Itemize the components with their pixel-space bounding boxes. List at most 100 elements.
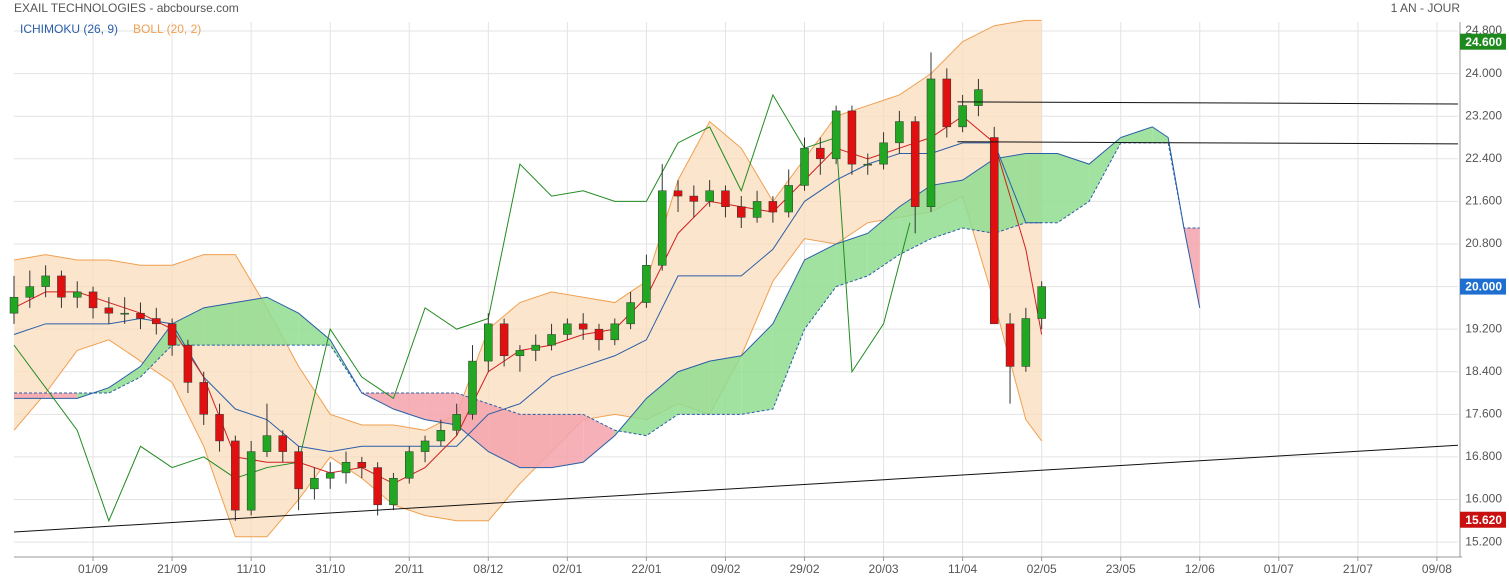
candle-body: [800, 147, 809, 186]
candle-body: [926, 78, 936, 207]
candle-body: [626, 302, 635, 325]
candle-body: [499, 323, 509, 357]
y-tick-label: 22.400: [1465, 151, 1502, 165]
candle-body: [642, 265, 651, 303]
chart-subtitle: 1 AN - JOUR: [1391, 1, 1461, 15]
candle-body: [863, 163, 873, 166]
cloud-segment: [1057, 153, 1090, 223]
candle-body: [705, 190, 714, 202]
candle-body: [357, 461, 367, 468]
candle-body: [784, 185, 793, 213]
candle-body: [816, 147, 825, 160]
candle-body: [958, 105, 967, 128]
price-label: 15.620: [1465, 513, 1502, 527]
price-label-box: [1460, 511, 1506, 528]
cloud-segment: [678, 361, 710, 415]
candle-body: [436, 430, 446, 442]
cloud-segment: [203, 302, 236, 346]
x-tick-label: 21/07: [1343, 562, 1373, 576]
cloud-segment: [1120, 126, 1153, 143]
candle-body: [942, 78, 952, 128]
candle-body: [136, 312, 145, 319]
x-tick-label: 11/10: [237, 562, 266, 576]
y-tick-label: 15.200: [1465, 534, 1502, 548]
candle-body: [484, 323, 493, 362]
trendline: [957, 101, 1459, 105]
cloud-segment: [108, 366, 141, 394]
y-tick-label: 18.400: [1465, 364, 1502, 378]
candle-body: [25, 286, 35, 298]
trendline: [957, 141, 1459, 145]
axes: 15.200 16.000 16.800 17.600 18.400 19.200 20.0…: [14, 22, 1506, 576]
y-tick-label: 16.000: [1465, 492, 1502, 506]
candle-body: [831, 110, 841, 160]
candle-body: [452, 414, 461, 431]
cloud-segment: [1025, 153, 1058, 223]
x-tick-label: 01/09: [78, 562, 108, 576]
y-tick-label: 20.800: [1465, 236, 1502, 250]
candle-body: [594, 328, 604, 341]
candle-body: [167, 323, 177, 346]
cloud-segment: [456, 393, 489, 452]
cloud-segment: [836, 233, 868, 287]
cloud-segment: [172, 307, 204, 346]
candle-body: [531, 344, 540, 351]
candle-body: [57, 275, 66, 298]
cloud-segment: [583, 414, 615, 463]
cloud-segment: [1152, 126, 1169, 143]
cloud-segment: [14, 393, 46, 399]
x-tick-label: 20/11: [395, 562, 424, 576]
cloud-segment: [994, 153, 1026, 234]
cloud-segment: [235, 297, 267, 346]
price-label-box: [1460, 33, 1506, 50]
candle-body: [389, 477, 398, 506]
candle-body: [373, 467, 382, 506]
x-tick-label: 09/08: [1422, 562, 1452, 576]
candle-body: [752, 201, 762, 218]
chikou: [13, 93, 911, 523]
candle-body: [468, 360, 477, 415]
x-tick-label: 01/07: [1264, 562, 1294, 576]
candle-body: [974, 89, 983, 106]
candle-body: [152, 318, 161, 325]
x-tick-label: 12/06: [1185, 562, 1215, 576]
cloud-segment: [930, 180, 963, 239]
chart-title: EXAIL TECHNOLOGIES - abcbourse.com: [14, 1, 239, 15]
candle-body: [563, 323, 572, 335]
x-tick-label: 09/02: [710, 562, 740, 576]
x-tick-label: 29/02: [789, 562, 819, 576]
candle-body: [420, 440, 430, 452]
candle-body: [721, 190, 730, 207]
candle-body: [120, 312, 129, 315]
cloud-segment: [298, 313, 331, 346]
cloud-segment: [741, 323, 773, 415]
candle-body: [673, 190, 683, 197]
candle-body: [199, 382, 208, 415]
candle-body: [310, 477, 319, 490]
candle-body: [72, 291, 82, 298]
trendline: [13, 444, 1459, 533]
candle-body: [879, 142, 888, 165]
candle-body: [41, 275, 50, 287]
x-tick-label: 21/09: [157, 562, 187, 576]
cloud-segment: [140, 323, 173, 378]
bollinger-upper: [13, 19, 1042, 431]
cloud-segment: [772, 259, 805, 410]
candle-body: [215, 414, 224, 442]
bollinger-band: [14, 20, 1042, 537]
y-tick-label: 16.800: [1465, 449, 1502, 463]
candle-body: [895, 121, 904, 144]
candle-body: [88, 291, 98, 309]
cloud-segment: [519, 414, 552, 468]
x-tick-label: 31/10: [315, 562, 345, 576]
candle-body: [294, 451, 303, 490]
y-tick-label: 24.000: [1465, 66, 1502, 80]
y-tick-label: 17.600: [1465, 407, 1502, 421]
candle-body: [989, 137, 999, 325]
y-tick-label: 21.600: [1465, 194, 1502, 208]
x-tick-label: 11/04: [948, 562, 977, 576]
candle-body: [104, 307, 114, 314]
candle-body: [657, 190, 667, 266]
legend-entry: BOLL (20, 2): [133, 22, 201, 36]
